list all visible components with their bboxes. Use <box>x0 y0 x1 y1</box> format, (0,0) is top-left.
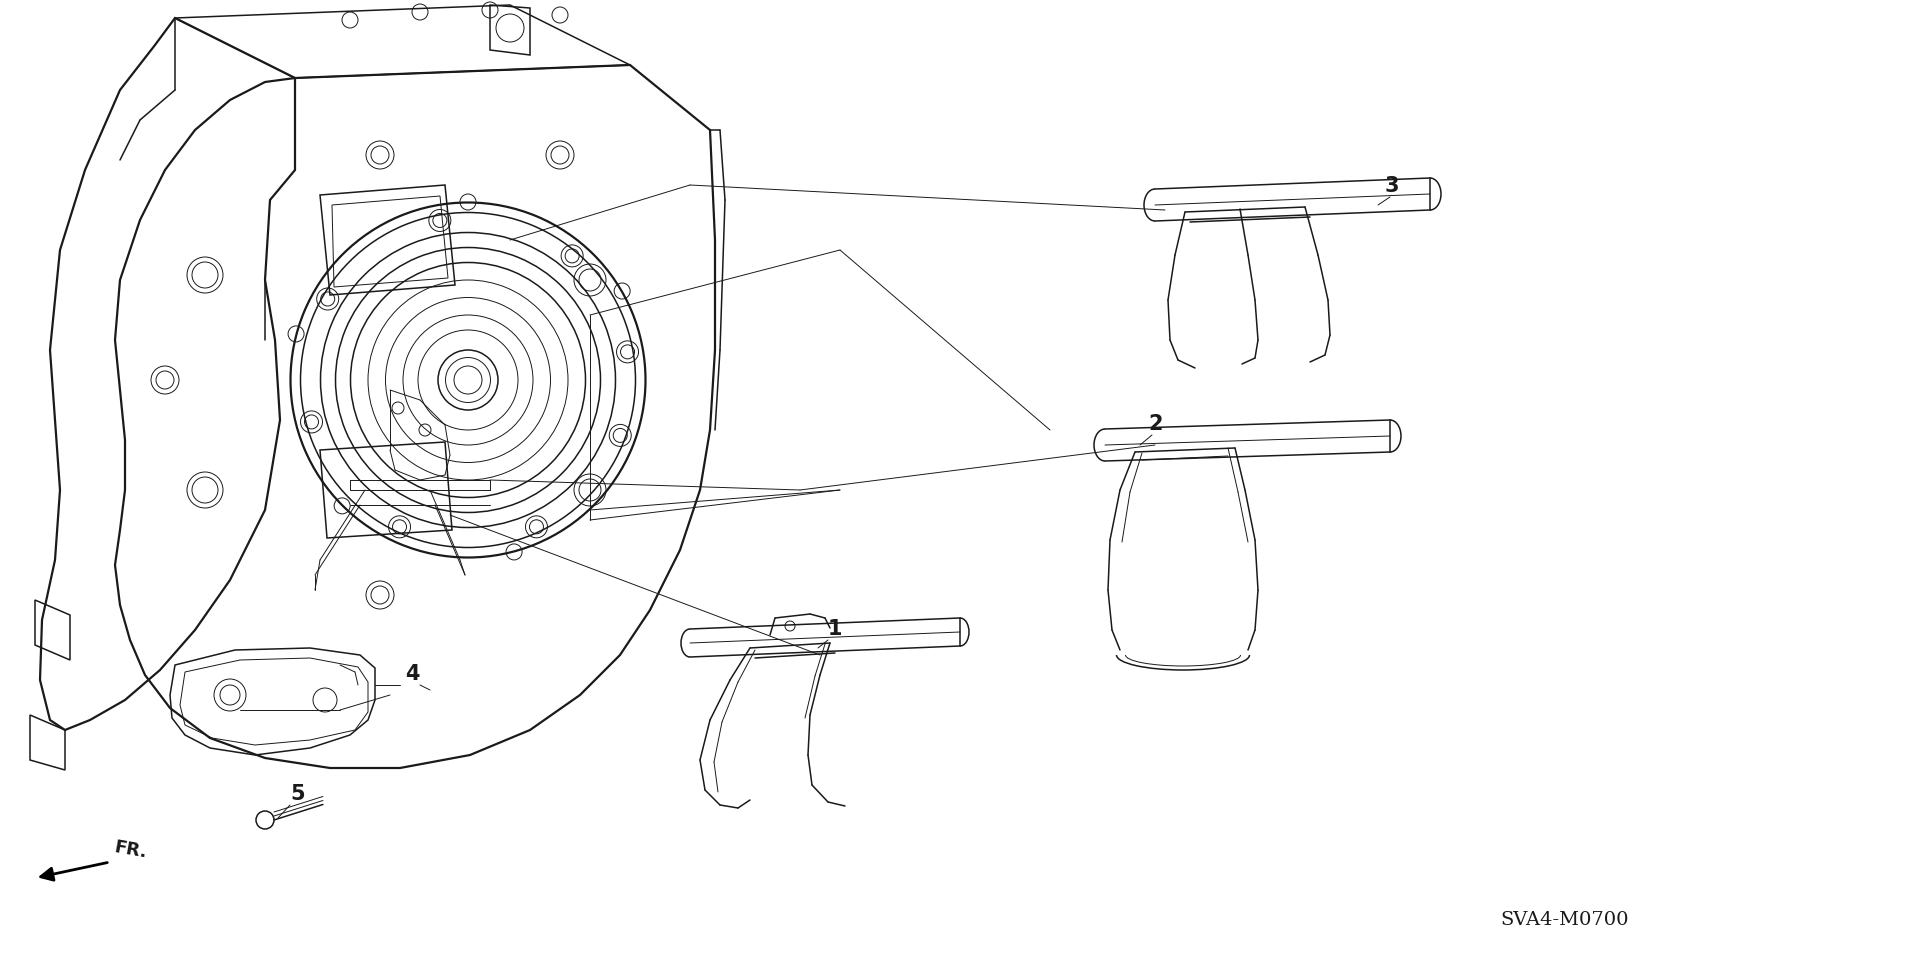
Text: 3: 3 <box>1384 176 1400 196</box>
Text: FR.: FR. <box>113 838 150 862</box>
Text: 4: 4 <box>405 664 419 684</box>
Text: SVA4-M0700: SVA4-M0700 <box>1500 911 1628 929</box>
Text: 2: 2 <box>1148 414 1162 434</box>
Text: 5: 5 <box>290 784 305 804</box>
Text: 1: 1 <box>828 619 843 639</box>
